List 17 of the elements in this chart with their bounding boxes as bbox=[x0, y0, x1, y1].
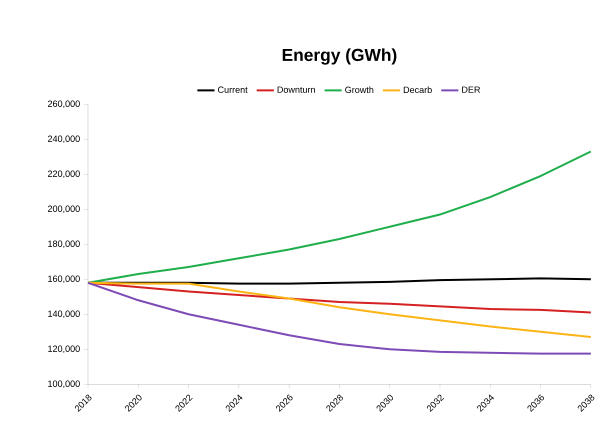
y-tick-label: 220,000 bbox=[48, 170, 80, 178]
y-tick-label: 240,000 bbox=[48, 135, 80, 143]
y-tick-label: 100,000 bbox=[48, 380, 80, 388]
y-tick-label: 120,000 bbox=[48, 345, 80, 353]
chart-title: Energy (GWh) bbox=[282, 48, 396, 65]
y-tick-label: 160,000 bbox=[48, 275, 80, 283]
line-series bbox=[86, 150, 592, 284]
legend-label: Growth bbox=[345, 86, 374, 93]
legend-label: Decarb bbox=[404, 86, 432, 93]
y-tick-label: 140,000 bbox=[48, 310, 80, 318]
legend-label: Current bbox=[218, 86, 248, 93]
legend-label: DER bbox=[462, 86, 480, 93]
y-tick-label: 260,000 bbox=[48, 100, 80, 108]
legend-label: Downturn bbox=[278, 86, 315, 93]
y-tick-label: 200,000 bbox=[48, 205, 80, 213]
y-tick-label: 180,000 bbox=[48, 240, 80, 248]
line-series bbox=[86, 282, 592, 338]
